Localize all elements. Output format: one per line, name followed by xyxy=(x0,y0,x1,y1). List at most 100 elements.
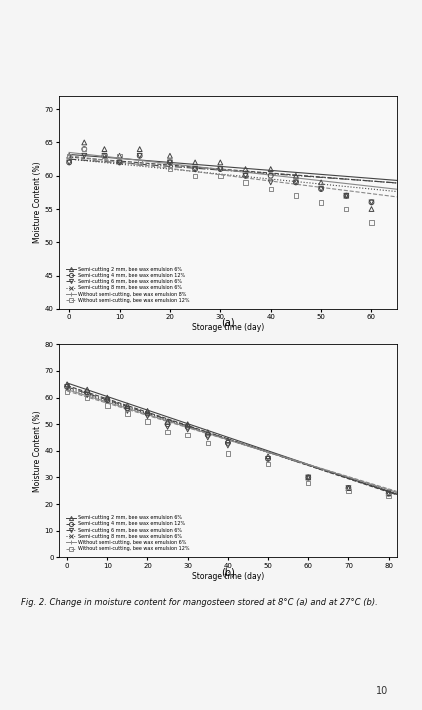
Point xyxy=(104,395,111,406)
Point xyxy=(64,384,70,395)
Point xyxy=(204,437,211,449)
Point xyxy=(104,400,111,411)
Point xyxy=(144,410,151,422)
Text: (b): (b) xyxy=(221,567,235,577)
Point xyxy=(184,418,191,430)
Point xyxy=(144,413,151,425)
Point xyxy=(242,170,249,181)
Point xyxy=(385,488,392,499)
Point xyxy=(81,143,88,155)
Point xyxy=(167,157,173,168)
Point xyxy=(84,384,91,395)
Point xyxy=(116,157,123,168)
Point xyxy=(265,459,271,470)
Point xyxy=(267,183,274,195)
Point xyxy=(225,437,231,449)
Point xyxy=(192,170,198,181)
Point xyxy=(104,400,111,411)
Point xyxy=(267,177,274,188)
Text: 10: 10 xyxy=(376,687,388,697)
Point xyxy=(124,403,131,414)
Point xyxy=(242,170,249,181)
Point xyxy=(81,137,88,148)
Point xyxy=(217,163,224,175)
Point xyxy=(116,157,123,168)
Point xyxy=(64,381,70,393)
Point xyxy=(345,485,352,496)
Point xyxy=(144,408,151,419)
Point xyxy=(184,427,191,438)
Point xyxy=(368,203,375,214)
Point xyxy=(345,483,352,494)
Point xyxy=(64,381,70,393)
Point xyxy=(136,157,143,168)
Point xyxy=(144,410,151,422)
Point xyxy=(217,157,224,168)
Point xyxy=(267,183,274,195)
Point xyxy=(116,150,123,161)
Point xyxy=(81,137,88,148)
Point xyxy=(343,203,350,214)
Point xyxy=(84,389,91,400)
Point xyxy=(368,197,375,208)
Point xyxy=(292,177,299,188)
Point xyxy=(204,435,211,446)
Point xyxy=(267,170,274,181)
Point xyxy=(385,488,392,499)
Point xyxy=(136,150,143,161)
Point xyxy=(318,197,325,208)
Point xyxy=(318,177,325,188)
Point xyxy=(343,190,350,202)
Point xyxy=(225,439,231,452)
Point xyxy=(343,197,350,208)
Point xyxy=(368,217,375,228)
Point xyxy=(144,405,151,417)
Point xyxy=(136,143,143,155)
Point xyxy=(225,442,231,454)
Point xyxy=(305,471,311,483)
Point xyxy=(192,157,198,168)
Point xyxy=(385,488,392,499)
Point xyxy=(343,190,350,202)
X-axis label: Storage time (day): Storage time (day) xyxy=(192,572,264,581)
Point xyxy=(192,157,198,168)
Point xyxy=(305,474,311,486)
Point xyxy=(204,437,211,449)
X-axis label: Storage time (day): Storage time (day) xyxy=(192,323,264,332)
Point xyxy=(305,477,311,488)
Point xyxy=(385,491,392,502)
Point xyxy=(242,177,249,188)
Point xyxy=(217,170,224,181)
Point xyxy=(101,150,108,161)
Point xyxy=(204,429,211,440)
Legend: Semi-cutting 2 mm, bee wax emulsion 6%, Semi-cutting 4 mm, bee wax emulsion 12%,: Semi-cutting 2 mm, bee wax emulsion 6%, … xyxy=(65,514,191,553)
Point xyxy=(64,384,70,395)
Point xyxy=(242,177,249,188)
Point xyxy=(116,143,123,155)
Point xyxy=(292,177,299,188)
Point xyxy=(318,183,325,195)
Point xyxy=(104,395,111,406)
Point xyxy=(225,435,231,446)
Point xyxy=(167,150,173,161)
Text: (a): (a) xyxy=(221,317,235,327)
Point xyxy=(265,453,271,464)
Point xyxy=(101,137,108,148)
Point xyxy=(66,157,73,168)
Point xyxy=(84,386,91,398)
Point xyxy=(124,408,131,419)
Y-axis label: Moisture Content (%): Moisture Content (%) xyxy=(33,162,42,243)
Point xyxy=(101,150,108,161)
Point xyxy=(368,197,375,208)
Point xyxy=(318,183,325,195)
Point xyxy=(81,150,88,161)
Point xyxy=(64,386,70,398)
Point xyxy=(292,177,299,188)
Point xyxy=(116,157,123,168)
Point xyxy=(124,405,131,417)
Point xyxy=(318,190,325,202)
Point xyxy=(104,397,111,408)
Point xyxy=(368,203,375,214)
Point xyxy=(292,170,299,181)
Point xyxy=(305,471,311,483)
